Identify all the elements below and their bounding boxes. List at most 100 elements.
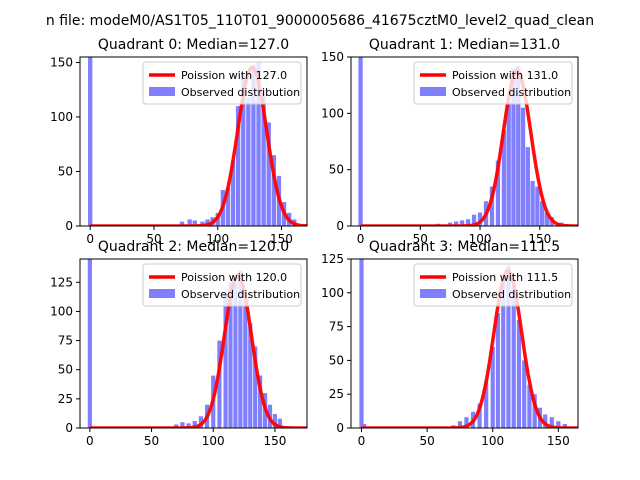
- x-tick-label: 0: [86, 434, 94, 448]
- histogram-bar: [187, 219, 192, 226]
- histogram-bar: [256, 62, 261, 226]
- histogram-bar: [225, 187, 231, 226]
- histogram-bar: [471, 214, 477, 226]
- poisson-curve: [89, 273, 307, 428]
- histogram-bar: [525, 147, 530, 226]
- legend-observed-swatch: [149, 87, 175, 96]
- y-tick-label: 100: [321, 286, 344, 300]
- x-tick-label: 50: [419, 434, 434, 448]
- histogram-bar: [200, 221, 205, 226]
- histogram-bar: [506, 102, 511, 226]
- histogram-bar: [88, 57, 93, 226]
- histogram-bar: [238, 270, 243, 428]
- y-tick-label: 125: [50, 275, 73, 289]
- histogram-bar: [205, 219, 210, 226]
- histogram-bar: [457, 421, 463, 428]
- y-tick-label: 0: [65, 421, 73, 435]
- histogram-bar: [522, 360, 527, 428]
- quadrant-title: Quadrant 1: Median=131.0: [369, 37, 560, 53]
- y-tick-label: 125: [321, 252, 344, 266]
- histogram-bar: [489, 186, 495, 226]
- y-tick-label: 150: [50, 55, 73, 69]
- legend-box: [413, 263, 573, 307]
- histogram-bar: [277, 418, 282, 428]
- legend-observed-swatch: [420, 87, 446, 96]
- histogram-bar: [261, 89, 266, 226]
- legend-observed-swatch: [420, 289, 446, 298]
- histogram-bar: [233, 282, 238, 428]
- y-tick-label: 0: [65, 219, 73, 233]
- histogram-bar: [87, 259, 92, 428]
- x-tick-label: 50: [413, 232, 428, 246]
- legend-observed-swatch: [149, 289, 175, 298]
- histogram-bar: [453, 221, 459, 226]
- x-tick-label: 100: [206, 232, 229, 246]
- histogram-bar: [562, 423, 567, 428]
- histogram-bar: [506, 265, 511, 428]
- quadrant-1-panel: Quadrant 1: Median=131.0 0 50 100 150 0 50 100 1…: [321, 37, 579, 246]
- axes-frame: [350, 56, 579, 227]
- histogram-bar: [540, 201, 545, 226]
- legend-observed-label: Observed distribution: [181, 288, 300, 301]
- x-tick-label: 100: [202, 434, 225, 448]
- histogram-bar: [192, 421, 197, 428]
- histogram-bar: [258, 375, 263, 428]
- x-tick-label: 100: [469, 232, 492, 246]
- figure-title: n file: modeM0/AS1T05_110T01_9000005686_…: [46, 13, 594, 29]
- x-tick-label: 0: [357, 232, 365, 246]
- histogram-bar: [241, 73, 246, 226]
- legend-box: [413, 61, 573, 105]
- x-tick-label: 150: [270, 232, 293, 246]
- histogram-bar: [501, 279, 506, 428]
- quadrant-3-panel: Quadrant 3: Median=111.5 0 50 100 150 0 25 50 75…: [321, 239, 579, 448]
- y-tick-label: 0: [336, 421, 344, 435]
- quadrant-0-panel: Quadrant 0: Median=127.0 0 50 100 150 0 50 100 1…: [50, 37, 308, 246]
- x-tick-label: 50: [144, 434, 159, 448]
- y-tick-label: 50: [58, 363, 73, 377]
- histogram-bar: [271, 155, 277, 226]
- histogram-bar: [358, 57, 363, 226]
- histogram-bar: [230, 160, 236, 226]
- histogram-bar: [217, 340, 222, 428]
- histogram-bar: [266, 122, 271, 226]
- histogram-bar: [484, 380, 489, 428]
- legend-poisson-label: Poission with 120.0: [181, 271, 287, 284]
- y-tick-label: 75: [58, 334, 73, 348]
- histogram-bar: [180, 422, 185, 428]
- poisson-curve: [361, 269, 578, 428]
- histogram-bar: [495, 160, 501, 226]
- quadrant-title: Quadrant 3: Median=111.5: [369, 239, 560, 255]
- histogram-bar: [516, 319, 522, 428]
- x-tick-label: 150: [263, 434, 286, 448]
- histogram-bar: [251, 64, 256, 226]
- histogram-bar: [228, 282, 233, 428]
- legend-observed-label: Observed distribution: [181, 86, 300, 99]
- histogram-bar: [248, 323, 253, 428]
- histogram-bar: [549, 417, 554, 428]
- histogram-bar: [556, 421, 561, 428]
- histogram-bar: [459, 220, 465, 226]
- quadrant-title: Quadrant 0: Median=127.0: [98, 37, 289, 53]
- legend-box: [142, 61, 302, 105]
- histogram-bar: [179, 221, 185, 226]
- histogram-bar: [511, 286, 516, 428]
- x-tick-label: 50: [146, 232, 161, 246]
- x-tick-label: 150: [547, 434, 570, 448]
- x-tick-label: 0: [358, 434, 366, 448]
- legend-poisson-label: Poission with 111.5: [452, 271, 558, 284]
- histogram-bar: [535, 186, 540, 226]
- histogram-bar: [464, 417, 469, 428]
- histogram-bar: [243, 299, 248, 428]
- histogram-bar: [192, 220, 197, 226]
- histogram-bar: [490, 346, 495, 428]
- histogram-bar: [511, 68, 516, 226]
- legend-observed-label: Observed distribution: [452, 86, 571, 99]
- y-tick-label: 100: [50, 110, 73, 124]
- x-tick-label: 100: [481, 434, 504, 448]
- histogram-bar: [223, 293, 228, 428]
- histogram-bar: [362, 423, 367, 428]
- plot-area: [359, 259, 578, 428]
- histogram-bar: [359, 259, 364, 428]
- legend-observed-label: Observed distribution: [452, 288, 571, 301]
